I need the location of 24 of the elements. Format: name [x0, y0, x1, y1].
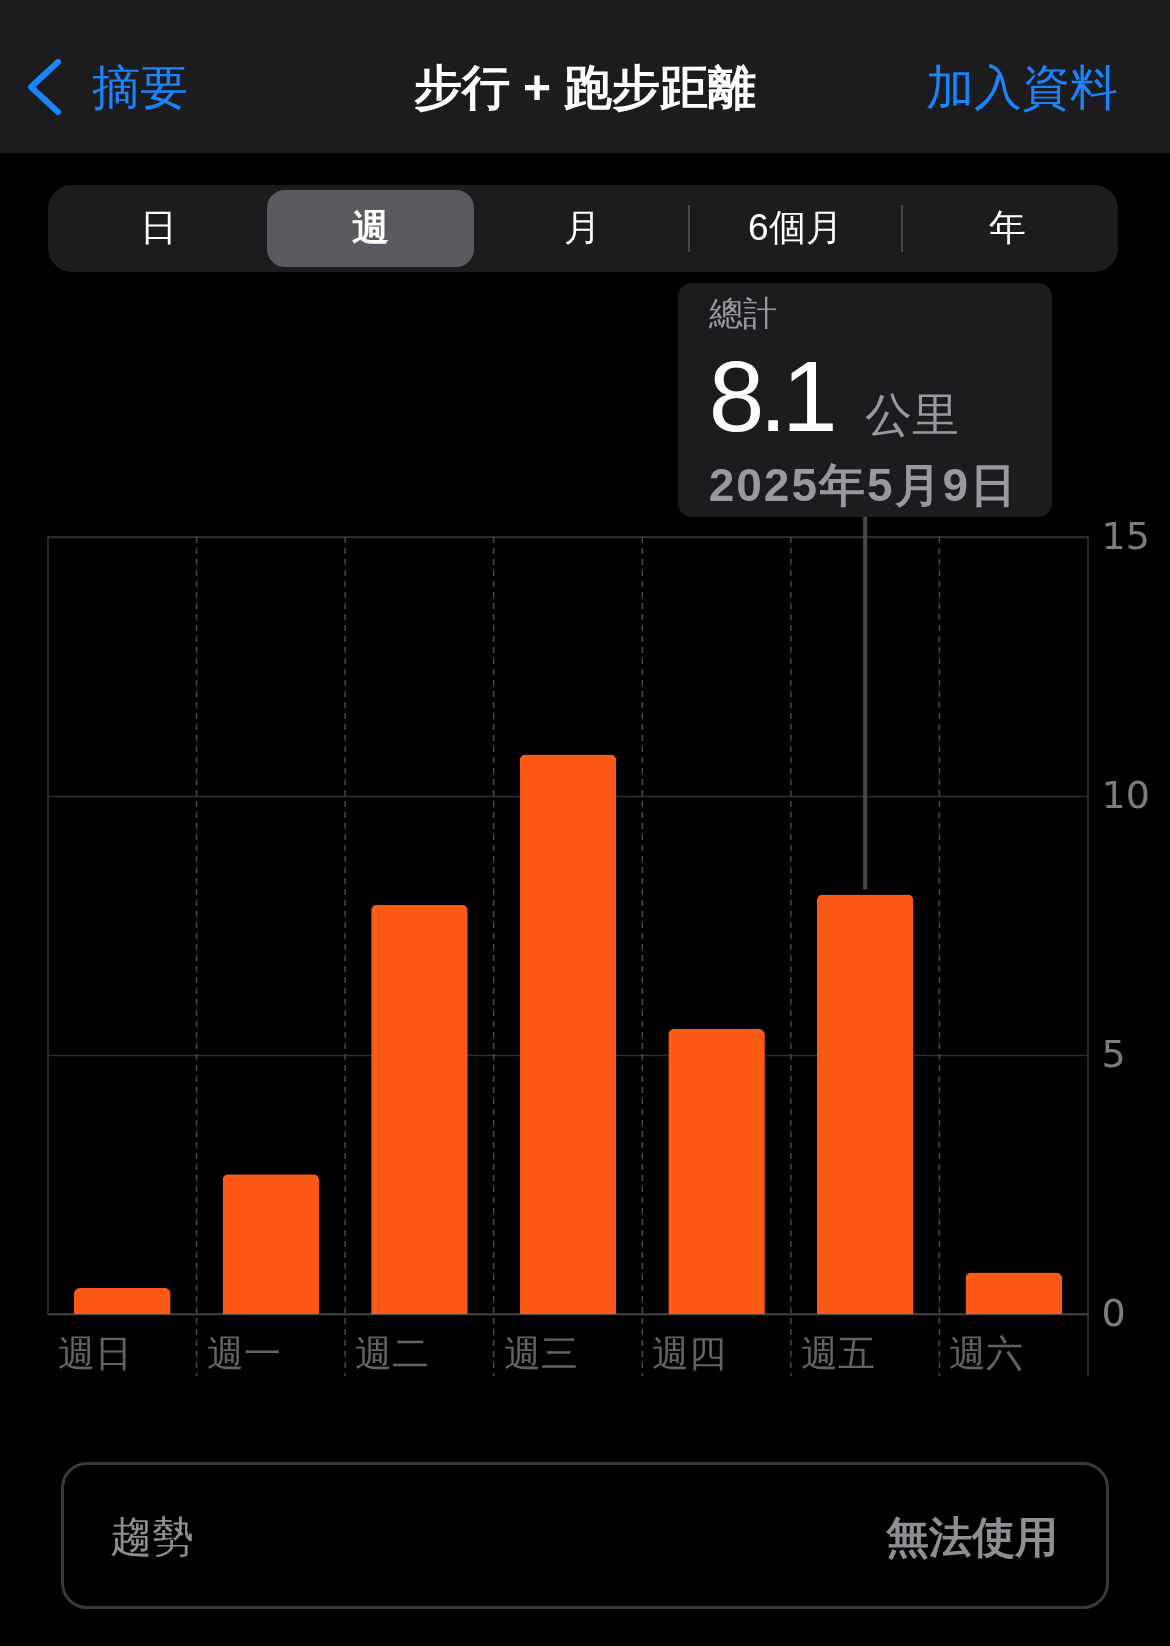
data-label: 8.1: [708, 340, 833, 452]
y-tick-label: 5: [1101, 1031, 1126, 1076]
trend-card: 趨勢 無法使用: [61, 1462, 1109, 1609]
bar: [519, 754, 617, 1314]
x-tick-label: 週三: [503, 1331, 578, 1375]
bar: [222, 1174, 320, 1314]
callout-box: 總計 8.1 公里 2025年5月9日: [677, 283, 1053, 517]
x-tick-label: 週四: [652, 1331, 727, 1375]
bar: [74, 1288, 171, 1314]
y-tick-label: 15: [1101, 513, 1150, 558]
x-tick-label: 週六: [949, 1331, 1024, 1375]
x-tick-label: 週日: [58, 1331, 132, 1375]
x-tick-label: 週五: [800, 1331, 875, 1375]
chart-title: 步行 + 跑步距離: [413, 61, 757, 114]
y-tick-label: 0: [1101, 1290, 1126, 1335]
header-bar: 摘要 步行 + 跑步距離 加入資料: [0, 0, 1170, 153]
bar: [965, 1272, 1062, 1314]
segmented-control: 日 週 月 6個月 年: [48, 185, 1118, 272]
x-tick-label: 週二: [355, 1331, 430, 1375]
bar: [371, 904, 468, 1314]
y-tick-label: 10: [1101, 772, 1150, 817]
bar: [668, 1029, 765, 1314]
bar: [816, 894, 914, 1314]
x-tick-label: 週一: [206, 1331, 281, 1375]
